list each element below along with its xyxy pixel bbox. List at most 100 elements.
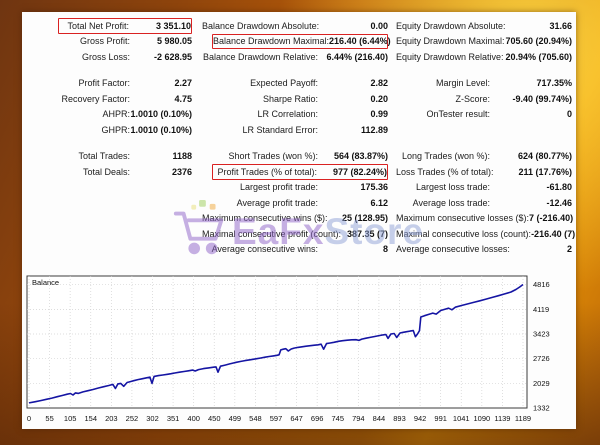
stat-spacer — [202, 138, 388, 149]
stat-label: LR Standard Error: — [242, 124, 318, 135]
y-tick-label: 4119 — [533, 305, 549, 314]
stat-value: 705.60 (20.94%) — [505, 36, 572, 47]
stat-row: GHPR: 1.0010 (0.10%) — [24, 122, 192, 138]
stat-label: Gross Loss: — [81, 51, 130, 62]
stat-row: AHPR: 1.0010 (0.10%) — [24, 107, 192, 123]
stat-label: Profit Factor: — [78, 78, 130, 89]
stat-row — [396, 122, 572, 138]
chart-title: Balance — [32, 278, 59, 287]
stat-value: 31.66 — [549, 20, 572, 31]
stat-spacer — [396, 65, 572, 76]
stat-value: 3 351.10 — [155, 20, 191, 31]
stat-label: Recovery Factor: — [61, 93, 130, 104]
stat-label: LR Correlation: — [257, 109, 318, 120]
stat-value: 20.94% (705.60) — [505, 51, 572, 62]
report-panel: Total Net Profit: 3 351.10 Gross Profit: 5 … — [22, 12, 576, 429]
stat-row — [24, 180, 192, 196]
stat-value: 0.00 — [370, 20, 388, 31]
x-tick-label: 55 — [45, 414, 53, 423]
stat-row: Total Trades: 1188 — [24, 149, 192, 165]
stat-spacer — [24, 65, 192, 76]
x-tick-label: 794 — [352, 414, 365, 423]
x-tick-label: 942 — [414, 414, 427, 423]
stat-label: Maximal consecutive loss (count): — [396, 228, 532, 239]
stat-value: 5 980.05 — [156, 36, 192, 47]
y-tick-label: 2726 — [533, 354, 550, 363]
stat-label: Balance Drawdown Relative: — [202, 51, 318, 62]
stat-label: Average consecutive losses: — [396, 244, 510, 255]
x-tick-label: 450 — [208, 414, 221, 423]
stat-value: 2376 — [171, 166, 192, 177]
stat-value: -61.80 — [546, 182, 572, 193]
x-tick-label: 499 — [229, 414, 242, 423]
x-tick-label: 252 — [126, 414, 139, 423]
x-tick-label: 696 — [311, 414, 324, 423]
x-tick-label: 844 — [373, 414, 386, 423]
stat-label: Sharpe Ratio: — [262, 93, 318, 104]
stat-value: 2.82 — [370, 78, 388, 89]
stat-value: 1.0010 (0.10%) — [130, 124, 192, 135]
stat-row: Sharpe Ratio: 0.20 — [202, 91, 388, 107]
stat-row: Largest loss trade: -61.80 — [396, 180, 572, 196]
stat-value: 175.36 — [360, 182, 388, 193]
y-tick-label: 4816 — [533, 280, 550, 289]
stat-label: Profit Trades (% of total): — [217, 166, 317, 177]
stat-row: Gross Profit: 5 980.05 — [24, 34, 192, 50]
stat-value: 564 (83.87%) — [333, 151, 388, 162]
stat-label: Average consecutive wins: — [211, 244, 318, 255]
stat-value: 624 (80.77%) — [517, 151, 572, 162]
stats-column-right: Equity Drawdown Absolute: 31.66 Equity Dra… — [396, 18, 575, 257]
balance-line — [28, 283, 524, 404]
x-tick-label: 105 — [64, 414, 77, 423]
x-tick-label: 154 — [84, 414, 97, 423]
stat-row: Profit Trades (% of total): 977 (82.24%) — [212, 164, 388, 180]
stat-label: Largest loss trade: — [415, 182, 490, 193]
stat-row: Z-Score: -9.40 (99.74%) — [396, 91, 572, 107]
stat-label: OnTester result: — [426, 109, 490, 120]
stat-label: AHPR: — [102, 109, 130, 120]
stat-row: Profit Factor: 2.27 — [24, 76, 192, 92]
stat-value: 25 (128.95) — [341, 213, 388, 224]
x-tick-label: 400 — [187, 414, 200, 423]
stat-label: Long Trades (won %): — [401, 151, 490, 162]
stat-value: 6.12 — [370, 197, 388, 208]
stat-value: 0 — [566, 109, 572, 120]
stat-row — [24, 226, 192, 242]
stat-value: 2 — [566, 244, 572, 255]
stat-value: 211 (17.76%) — [518, 166, 572, 177]
stat-value: 6.44% (216.40) — [326, 51, 388, 62]
stat-label: Total Trades: — [78, 151, 130, 162]
stat-label: Balance Drawdown Absolute: — [202, 20, 320, 31]
x-tick-label: 745 — [331, 414, 344, 423]
stat-row: Maximum consecutive wins ($): 25 (128.95) — [202, 211, 388, 227]
stat-row: Gross Loss: -2 628.95 — [24, 49, 192, 65]
stat-row: LR Correlation: 0.99 — [202, 107, 388, 123]
stat-row — [24, 242, 192, 258]
stat-value: 1188 — [172, 151, 192, 162]
stat-label: Maximum consecutive losses ($): — [396, 213, 530, 224]
stat-row: Average profit trade: 6.12 — [202, 195, 388, 211]
stat-value: -12.46 — [546, 197, 572, 208]
stat-row: Equity Drawdown Maximal: 705.60 (20.94%) — [396, 34, 572, 50]
stat-value: 8 — [382, 244, 388, 255]
stat-row: Expected Payoff: 2.82 — [202, 76, 388, 92]
stats-column-middle: Balance Drawdown Absolute: 0.00 Balance Dr… — [202, 18, 391, 258]
stat-label: GHPR: — [101, 124, 130, 135]
stat-row: Maximal consecutive profit (count): 387.3… — [202, 226, 388, 242]
stat-label: Average loss trade: — [412, 197, 490, 208]
stat-row: Average consecutive wins: 8 — [202, 242, 388, 258]
x-tick-label: 1090 — [473, 414, 490, 423]
stat-spacer — [24, 138, 192, 149]
stat-label: Average profit trade: — [236, 197, 318, 208]
y-tick-label: 3423 — [533, 330, 550, 339]
stat-value: 216.40 (6.44%) — [329, 36, 391, 47]
stat-label: Loss Trades (% of total): — [396, 166, 494, 177]
stat-row: Equity Drawdown Relative: 20.94% (705.60) — [396, 49, 572, 65]
x-tick-label: 302 — [146, 414, 159, 423]
stat-value: 7 (-216.40) — [529, 213, 574, 224]
stat-row: Balance Drawdown Absolute: 0.00 — [202, 18, 388, 34]
stat-row: Maximal consecutive loss (count): -216.40… — [396, 226, 575, 242]
stat-value: 387.35 (7) — [346, 228, 388, 239]
stat-label: Maximal consecutive profit (count): — [202, 228, 342, 239]
